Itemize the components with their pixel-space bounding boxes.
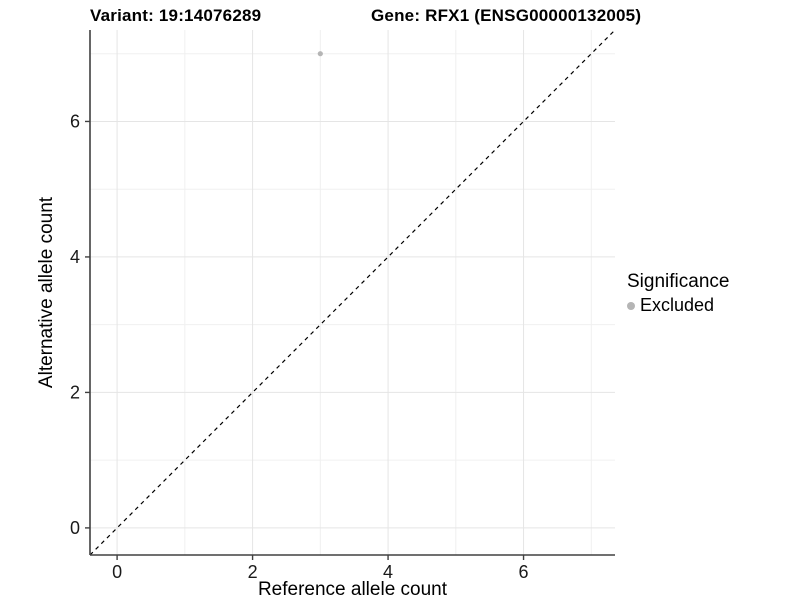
legend-title: Significance	[627, 271, 730, 292]
legend: Significance Excluded	[627, 271, 729, 316]
legend-item-label: Excluded	[640, 295, 715, 315]
x-tick-label: 6	[519, 562, 529, 582]
identity-reference-line	[89, 29, 616, 556]
x-axis-title: Reference allele count	[258, 579, 448, 600]
y-tick-label: 2	[70, 382, 80, 402]
y-tick-label: 0	[70, 518, 80, 538]
excluded-point-icon	[627, 301, 635, 310]
legend-item-excluded: Excluded	[627, 295, 729, 316]
y-tick-label: 4	[70, 247, 80, 267]
x-tick-label: 4	[383, 562, 393, 582]
data-point	[317, 51, 323, 57]
variant-title: Variant: 19:14076289	[90, 6, 262, 25]
x-tick-label: 0	[112, 562, 122, 582]
y-axis-title: Alternative allele count	[36, 196, 57, 388]
gene-title: Gene: RFX1 (ENSG00000132005)	[371, 6, 642, 25]
y-tick-label: 6	[70, 111, 80, 131]
x-tick-label: 2	[248, 562, 258, 582]
